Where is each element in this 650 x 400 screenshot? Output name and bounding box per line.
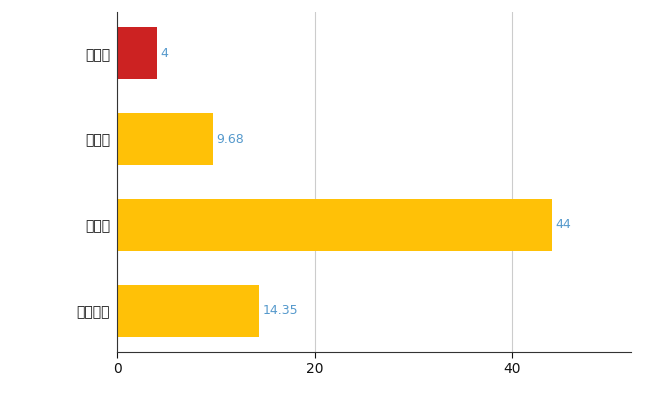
Bar <box>117 285 259 336</box>
Bar <box>117 199 551 251</box>
Text: 14.35: 14.35 <box>263 304 298 317</box>
Bar <box>117 113 213 165</box>
Bar <box>117 28 157 79</box>
Text: 9.68: 9.68 <box>216 132 244 146</box>
Text: 4: 4 <box>161 47 168 60</box>
Text: 44: 44 <box>556 218 571 232</box>
